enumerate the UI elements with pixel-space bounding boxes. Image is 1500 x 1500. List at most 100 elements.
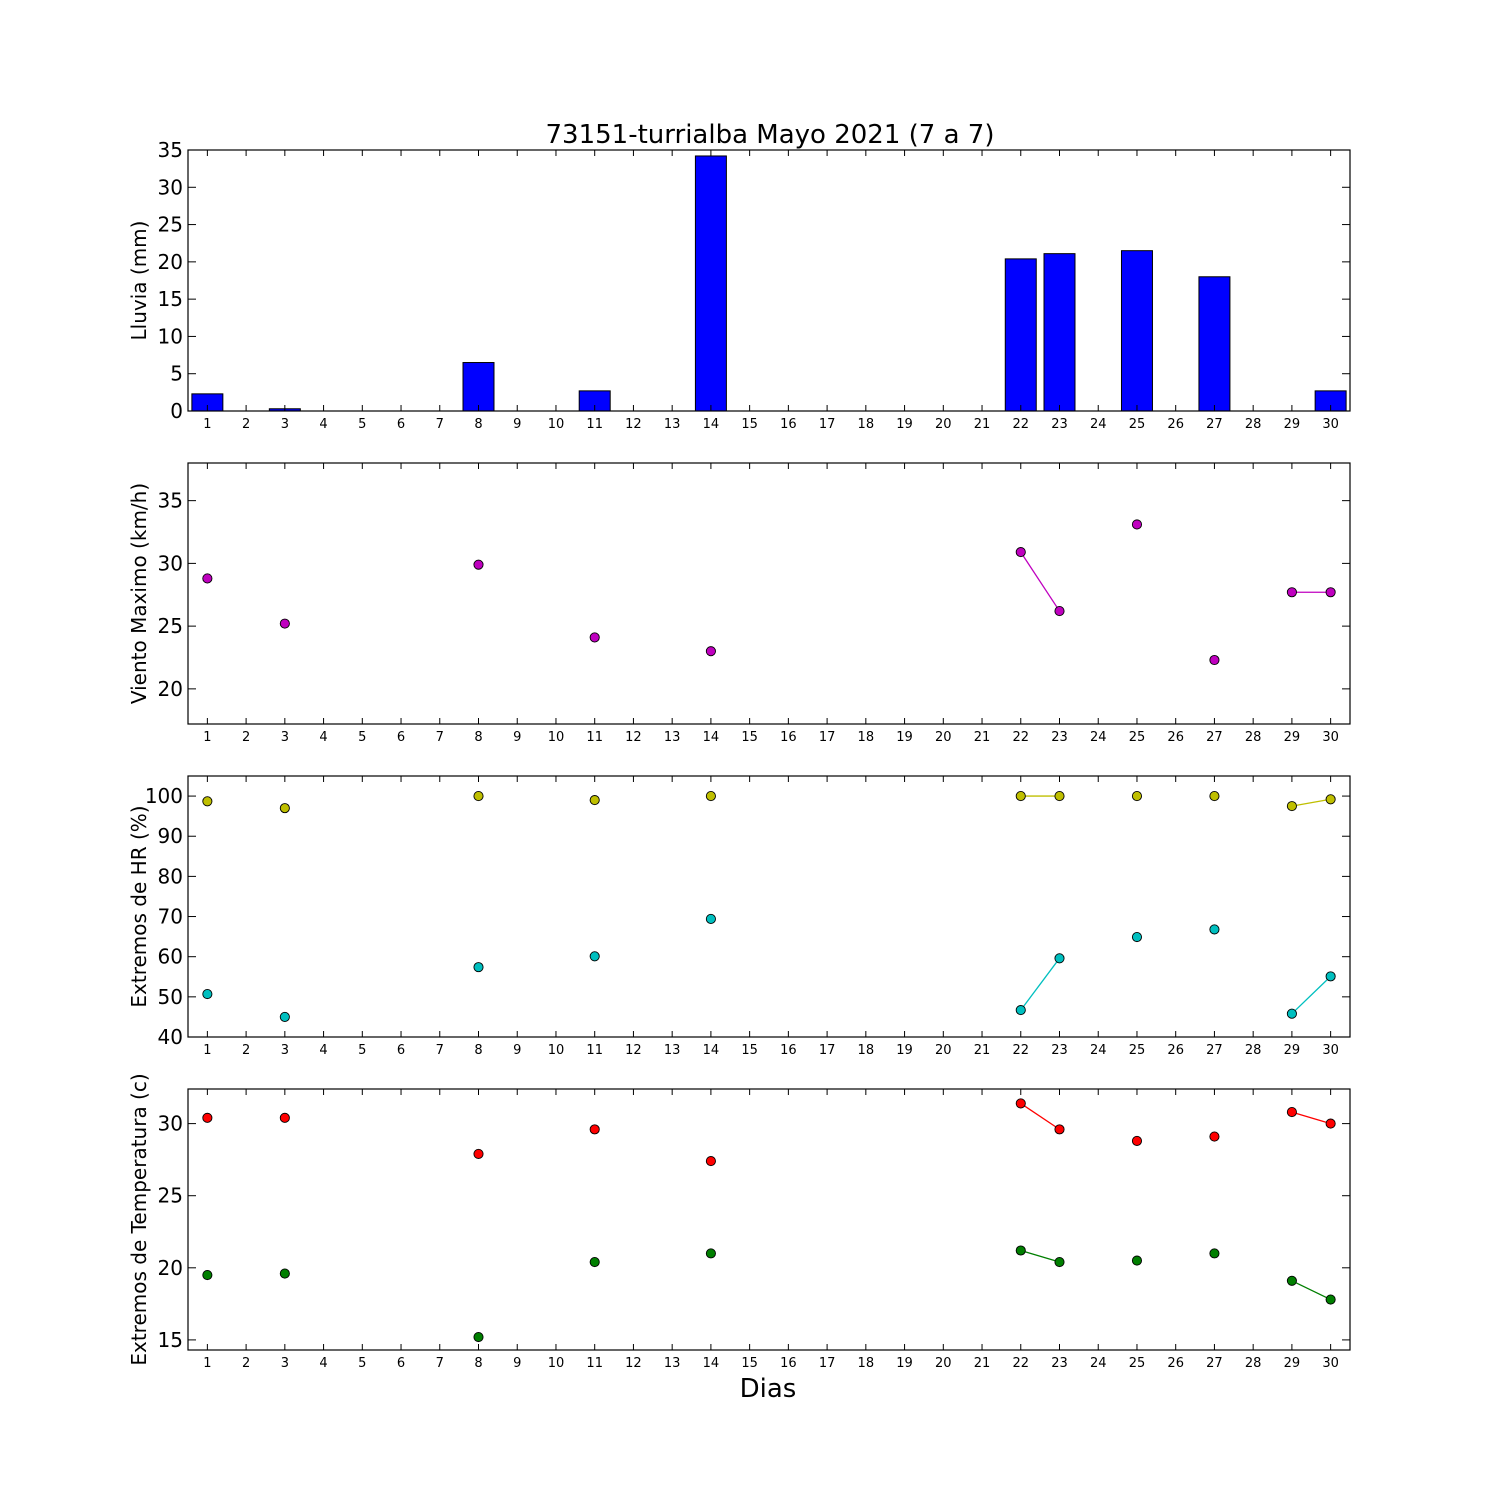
- y-tick-label-100: 100: [145, 784, 183, 808]
- point-day-23: [1054, 606, 1065, 617]
- x-tick-label-27: 27: [1206, 1356, 1223, 1371]
- y-tick-label-90: 90: [158, 824, 183, 848]
- y-tick-label-50: 50: [158, 985, 183, 1009]
- x-tick-label-16: 16: [780, 1043, 797, 1058]
- x-tick-label-4: 4: [319, 1356, 327, 1371]
- x-tick-label-15: 15: [741, 730, 758, 745]
- x-tick-label-13: 13: [664, 417, 681, 432]
- series-hr-1: [202, 913, 1336, 1022]
- x-tick-label-26: 26: [1167, 730, 1184, 745]
- point-day-23: [1054, 1256, 1065, 1268]
- x-tick-label-24: 24: [1090, 1043, 1107, 1058]
- x-tick-label-19: 19: [896, 1356, 913, 1371]
- x-tick-label-28: 28: [1245, 730, 1262, 745]
- point-day-11: [589, 1124, 600, 1135]
- point-day-3: [279, 1268, 290, 1279]
- point-day-30: [1325, 971, 1336, 982]
- axes-frame-lluvia: [187, 149, 1351, 412]
- y-tick-label-70: 70: [158, 905, 183, 929]
- x-tick-label-28: 28: [1245, 1043, 1262, 1058]
- x-tick-label-12: 12: [625, 1356, 642, 1371]
- x-tick-label-18: 18: [858, 1356, 875, 1371]
- x-tick-label-29: 29: [1284, 730, 1301, 745]
- x-tick-label-8: 8: [474, 1043, 482, 1058]
- point-day-23: [1054, 791, 1065, 802]
- segment-day-29-30: [1291, 1111, 1331, 1125]
- x-tick-label-8: 8: [474, 1356, 482, 1371]
- x-tick-label-11: 11: [586, 730, 603, 745]
- segment-day-22-23: [1020, 1102, 1060, 1130]
- x-tick-label-26: 26: [1167, 1356, 1184, 1371]
- x-tick-label-5: 5: [358, 417, 366, 432]
- y-tick-label-15: 15: [158, 287, 183, 311]
- series-temperatura-0: [202, 1098, 1336, 1167]
- point-day-3: [279, 1112, 290, 1123]
- x-tick-label-1: 1: [203, 417, 211, 432]
- point-day-22: [1015, 791, 1026, 802]
- x-tick-label-19: 19: [896, 1043, 913, 1058]
- y-tick-label-25: 25: [158, 213, 183, 237]
- x-tick-label-2: 2: [242, 417, 250, 432]
- y-tick-label-35: 35: [158, 489, 183, 513]
- point-day-29: [1286, 587, 1297, 598]
- chart-title: 73151-turrialba Mayo 2021 (7 a 7): [546, 120, 995, 150]
- x-tick-label-8: 8: [474, 730, 482, 745]
- x-tick-label-10: 10: [548, 1043, 565, 1058]
- x-tick-label-1: 1: [203, 730, 211, 745]
- x-tick-label-28: 28: [1245, 417, 1262, 432]
- x-tick-label-17: 17: [819, 1043, 836, 1058]
- x-tick-label-14: 14: [703, 1043, 720, 1058]
- x-tick-label-1: 1: [203, 1043, 211, 1058]
- point-day-3: [279, 1011, 290, 1022]
- x-tick-label-27: 27: [1206, 417, 1223, 432]
- x-tick-label-20: 20: [935, 730, 952, 745]
- x-tick-label-18: 18: [858, 730, 875, 745]
- x-tick-label-27: 27: [1206, 1043, 1223, 1058]
- segment-day-29-30: [1291, 1280, 1331, 1301]
- bar-day-27: [1198, 276, 1231, 412]
- x-tick-label-19: 19: [896, 730, 913, 745]
- x-tick-label-2: 2: [242, 1356, 250, 1371]
- x-tick-label-15: 15: [741, 417, 758, 432]
- x-tick-label-29: 29: [1284, 417, 1301, 432]
- point-day-1: [202, 573, 213, 584]
- point-day-1: [202, 988, 213, 1000]
- point-day-1: [202, 1112, 213, 1123]
- point-day-29: [1286, 1107, 1297, 1118]
- x-tick-label-3: 3: [281, 730, 289, 745]
- x-tick-label-19: 19: [896, 417, 913, 432]
- point-day-22: [1015, 1005, 1026, 1016]
- x-tick-label-22: 22: [1012, 1356, 1029, 1371]
- axes-frame-hr: [187, 775, 1351, 1038]
- x-tick-label-24: 24: [1090, 417, 1107, 432]
- y-tick-label-35: 35: [158, 138, 183, 162]
- x-tick-label-4: 4: [319, 730, 327, 745]
- point-day-11: [589, 1256, 600, 1268]
- bar-day-23: [1043, 253, 1076, 412]
- axes-frame-temperatura: [187, 1088, 1351, 1351]
- segment-day-29-30: [1291, 798, 1331, 807]
- point-day-30: [1325, 1294, 1336, 1305]
- x-tick-label-4: 4: [319, 417, 327, 432]
- x-tick-label-30: 30: [1322, 1356, 1339, 1371]
- x-tick-label-29: 29: [1284, 1043, 1301, 1058]
- x-tick-label-30: 30: [1322, 730, 1339, 745]
- x-tick-label-24: 24: [1090, 730, 1107, 745]
- point-day-23: [1054, 1124, 1065, 1135]
- bar-day-14: [694, 155, 727, 412]
- point-day-11: [589, 795, 600, 806]
- x-tick-label-14: 14: [703, 417, 720, 432]
- x-tick-label-17: 17: [819, 1356, 836, 1371]
- point-day-27: [1209, 1131, 1220, 1142]
- point-day-30: [1325, 794, 1336, 805]
- x-tick-label-25: 25: [1129, 730, 1146, 745]
- y-tick-label-20: 20: [158, 250, 183, 274]
- y-tick-label-15: 15: [158, 1328, 183, 1352]
- x-tick-label-10: 10: [548, 1356, 565, 1371]
- x-tick-label-3: 3: [281, 1356, 289, 1371]
- x-tick-label-22: 22: [1012, 730, 1029, 745]
